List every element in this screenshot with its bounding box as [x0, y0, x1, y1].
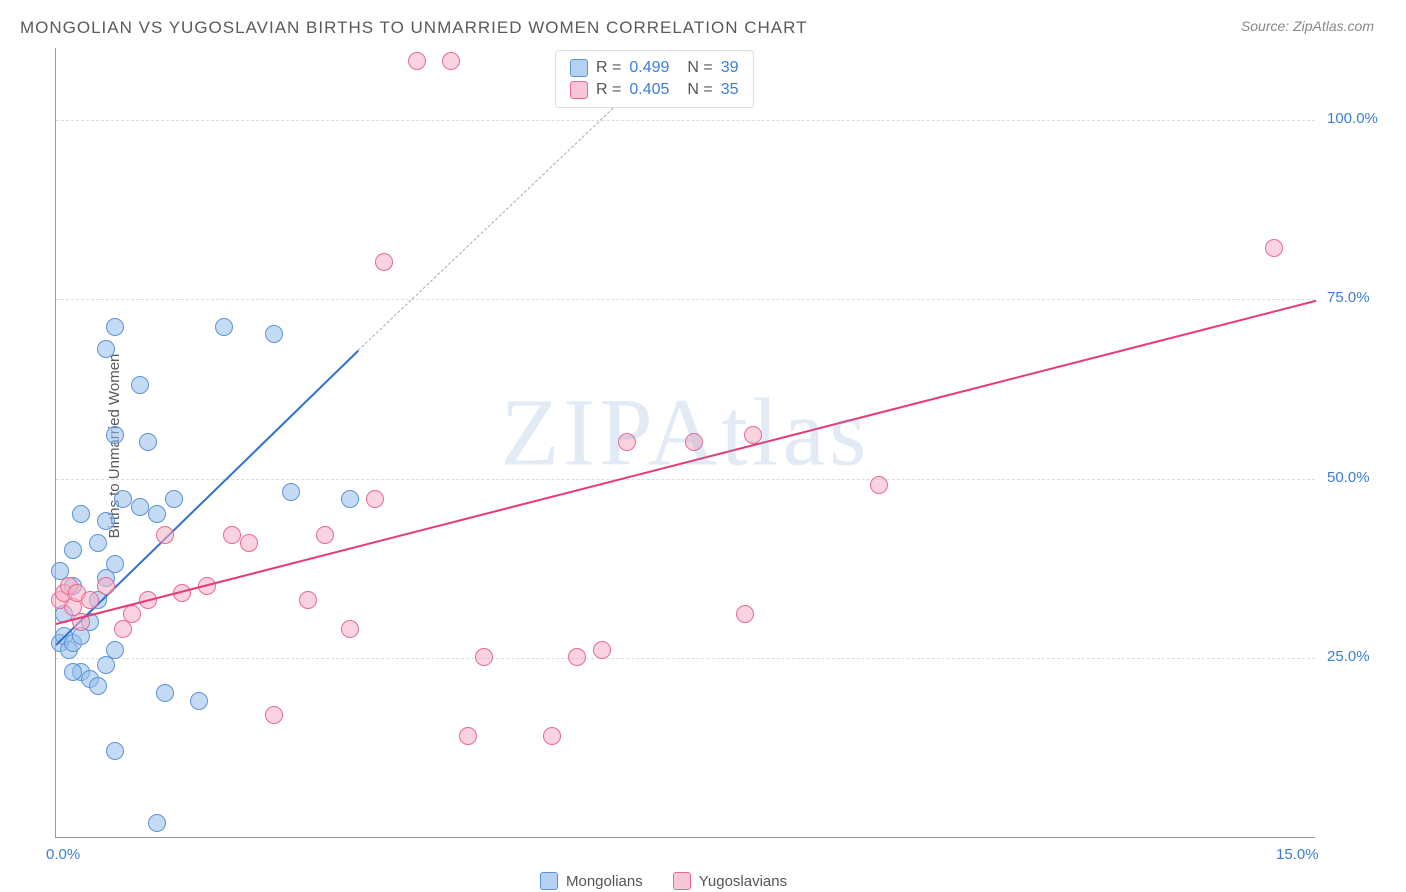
data-point: [106, 742, 124, 760]
data-point: [106, 555, 124, 573]
data-point: [685, 433, 703, 451]
scatter-plot-area: ZIPAtlas 25.0%50.0%75.0%100.0%0.0%15.0%: [55, 48, 1315, 838]
data-point: [618, 433, 636, 451]
data-point: [89, 534, 107, 552]
data-point: [148, 505, 166, 523]
data-point: [64, 663, 82, 681]
data-point: [442, 52, 460, 70]
legend-n-label: N =: [687, 81, 712, 99]
source-label: Source: ZipAtlas.com: [1241, 18, 1374, 34]
legend-swatch-pink: [673, 872, 691, 890]
y-tick-label: 100.0%: [1327, 110, 1397, 127]
data-point: [1265, 239, 1283, 257]
data-point: [341, 490, 359, 508]
legend-swatch-blue: [570, 59, 588, 77]
y-tick-label: 25.0%: [1327, 648, 1397, 665]
legend-row-yugoslavians: R = 0.405 N = 35: [570, 79, 739, 101]
data-point: [265, 325, 283, 343]
correlation-legend: R = 0.499 N = 39 R = 0.405 N = 35: [555, 50, 754, 108]
legend-n-label: N =: [687, 59, 712, 77]
legend-row-mongolians: R = 0.499 N = 39: [570, 57, 739, 79]
data-point: [223, 526, 241, 544]
legend-swatch-pink: [570, 81, 588, 99]
data-point: [190, 692, 208, 710]
data-point: [156, 684, 174, 702]
data-point: [97, 577, 115, 595]
series-legend: Mongolians Yugoslavians: [540, 872, 787, 890]
y-tick-label: 50.0%: [1327, 469, 1397, 486]
legend-n-value-blue: 39: [721, 59, 739, 77]
data-point: [265, 706, 283, 724]
data-point: [215, 318, 233, 336]
legend-r-value-blue: 0.499: [629, 59, 669, 77]
data-point: [89, 677, 107, 695]
data-point: [375, 253, 393, 271]
legend-item-yugoslavians: Yugoslavians: [673, 872, 787, 890]
data-point: [72, 505, 90, 523]
data-point: [744, 426, 762, 444]
gridline: [56, 658, 1315, 659]
data-point: [282, 483, 300, 501]
y-tick-label: 75.0%: [1327, 289, 1397, 306]
legend-label: Mongolians: [566, 873, 643, 890]
data-point: [131, 498, 149, 516]
data-point: [459, 727, 477, 745]
data-point: [736, 605, 754, 623]
data-point: [81, 591, 99, 609]
gridline: [56, 120, 1315, 121]
legend-label: Yugoslavians: [699, 873, 787, 890]
x-tick-label: 15.0%: [1276, 846, 1319, 863]
data-point: [131, 376, 149, 394]
data-point: [593, 641, 611, 659]
watermark: ZIPAtlas: [501, 376, 871, 487]
data-point: [156, 526, 174, 544]
legend-item-mongolians: Mongolians: [540, 872, 643, 890]
gridline: [56, 299, 1315, 300]
data-point: [543, 727, 561, 745]
data-point: [475, 648, 493, 666]
gridline: [56, 479, 1315, 480]
data-point: [568, 648, 586, 666]
data-point: [366, 490, 384, 508]
legend-swatch-blue: [540, 872, 558, 890]
data-point: [106, 318, 124, 336]
legend-r-value-pink: 0.405: [629, 81, 669, 99]
x-tick-label: 0.0%: [46, 846, 80, 863]
data-point: [97, 340, 115, 358]
data-point: [316, 526, 334, 544]
data-point: [240, 534, 258, 552]
data-point: [165, 490, 183, 508]
data-point: [106, 641, 124, 659]
legend-r-label: R =: [596, 81, 621, 99]
data-point: [114, 490, 132, 508]
data-point: [123, 605, 141, 623]
data-point: [97, 512, 115, 530]
legend-n-value-pink: 35: [721, 81, 739, 99]
data-point: [106, 426, 124, 444]
data-point: [408, 52, 426, 70]
data-point: [870, 476, 888, 494]
chart-title: MONGOLIAN VS YUGOSLAVIAN BIRTHS TO UNMAR…: [20, 18, 807, 38]
data-point: [341, 620, 359, 638]
data-point: [64, 541, 82, 559]
legend-r-label: R =: [596, 59, 621, 77]
data-point: [139, 433, 157, 451]
data-point: [299, 591, 317, 609]
data-point: [148, 814, 166, 832]
